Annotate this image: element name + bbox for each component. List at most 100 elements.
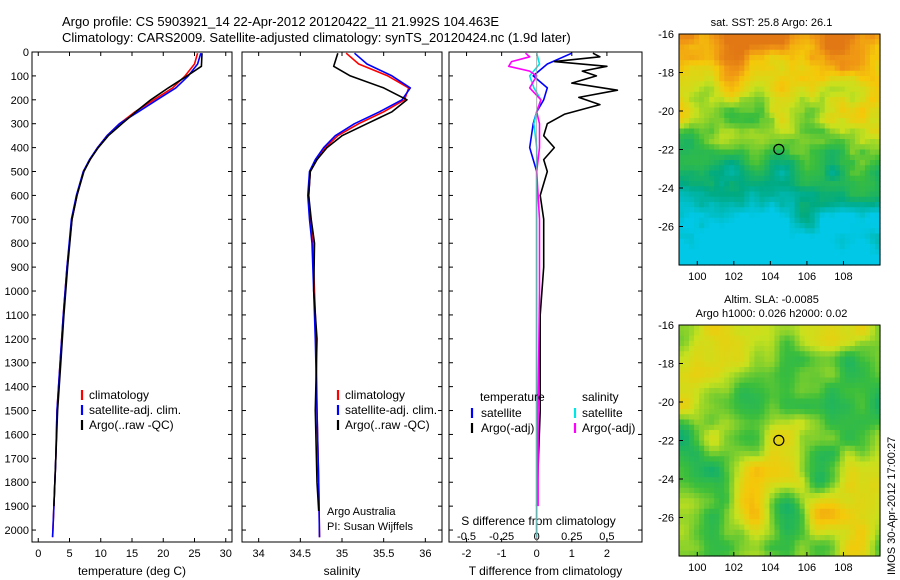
map-y-tick-label: -16 <box>658 29 674 41</box>
map-title: Altim. SLA: -0.0085 <box>724 294 819 306</box>
x-tick-label: 34 <box>253 548 265 560</box>
x2-axis-label: S difference from climatology <box>461 514 616 528</box>
x-tick-label: 36 <box>419 548 431 560</box>
y-tick-label: 1200 <box>5 334 29 346</box>
x-tick-label: 0 <box>534 548 540 560</box>
x-tick-label: 15 <box>126 548 138 560</box>
panel-frame-1 <box>31 51 233 543</box>
y-tick-label: 500 <box>11 167 29 179</box>
map-y-tick-label: -22 <box>658 145 674 157</box>
map-x-tick-label: 100 <box>688 562 706 574</box>
y-tick-label: 2000 <box>5 525 29 537</box>
y-tick-label: 400 <box>11 143 29 155</box>
y-tick-label: 1700 <box>5 453 29 465</box>
x2-tick-label: 0.5 <box>599 531 614 543</box>
legend-label: satellite <box>582 406 623 420</box>
credit-line2: PI: Susan Wijffels <box>327 521 413 533</box>
series-line-s-argo-adj- <box>507 52 542 507</box>
map-y-tick-label: -24 <box>658 474 674 486</box>
map-title: sat. SST: 25.8 Argo: 26.1 <box>711 17 833 29</box>
map-x-tick-label: 102 <box>725 562 743 574</box>
legend-salinity-title: salinity <box>582 390 619 404</box>
legend-label: satellite-adj. clim. <box>345 403 437 417</box>
sla-map-field <box>679 325 881 557</box>
map-y-tick-label: -18 <box>658 359 674 371</box>
figure-title-line2: Climatology: CARS2009. Satellite-adjuste… <box>62 30 571 45</box>
plots-layer: 0100200300400500600700800900100011001200… <box>5 17 881 578</box>
imos-side-label: IMOS 30-Apr-2012 17:00:27 <box>886 437 898 575</box>
x2-tick-label: -0.5 <box>457 531 476 543</box>
y-tick-label: 0 <box>23 47 29 59</box>
y-tick-label: 1000 <box>5 286 29 298</box>
map-y-tick-label: -24 <box>658 183 674 195</box>
x-tick-label: 0 <box>35 548 41 560</box>
x-tick-label: 25 <box>188 548 200 560</box>
x2-tick-label: 0.25 <box>561 531 582 543</box>
y-tick-label: 1100 <box>5 310 29 322</box>
map-y-tick-label: -20 <box>658 397 674 409</box>
x-tick-label: 30 <box>220 548 232 560</box>
map-x-tick-label: 104 <box>761 271 779 283</box>
legend-temperature-title: temperature <box>480 390 545 404</box>
legend-label: Argo(-adj) <box>481 421 534 435</box>
legend-label: Argo(..raw -QC) <box>345 418 430 432</box>
y-tick-label: 300 <box>11 119 29 131</box>
map-x-tick-label: 100 <box>688 271 706 283</box>
legend-label: Argo(-adj) <box>582 421 635 435</box>
legend-label: satellite-adj. clim. <box>89 403 181 417</box>
series-line-climatology <box>307 52 410 538</box>
map-x-tick-label: 108 <box>834 562 852 574</box>
map-x-tick-label: 106 <box>798 562 816 574</box>
series-line-climatology <box>51 52 199 538</box>
y-tick-label: 1900 <box>5 501 29 513</box>
series-line-t-argo-adj- <box>535 52 619 507</box>
map-x-tick-label: 102 <box>725 271 743 283</box>
map-y-tick-label: -16 <box>658 320 674 332</box>
map-x-tick-label: 104 <box>761 562 779 574</box>
x-tick-label: -1 <box>497 548 507 560</box>
y-tick-label: 700 <box>11 214 29 226</box>
y-tick-label: 800 <box>11 238 29 250</box>
y-tick-label: 100 <box>11 71 29 83</box>
x-axis-label: temperature (deg C) <box>78 564 186 578</box>
panel-frame-2 <box>241 51 443 543</box>
panel-frame-3 <box>448 51 643 543</box>
x-tick-label: 10 <box>95 548 107 560</box>
y-tick-label: 1600 <box>5 429 29 441</box>
y-tick-label: 900 <box>11 262 29 274</box>
x-tick-label: 2 <box>604 548 610 560</box>
y-tick-label: 1300 <box>5 358 29 370</box>
map-y-tick-label: -20 <box>658 106 674 118</box>
x-tick-label: 20 <box>157 548 169 560</box>
x-tick-label: 34.5 <box>290 548 311 560</box>
series-line-satellite-adj-clim- <box>51 52 202 538</box>
map-title: Argo h1000: 0.026 h2000: 0.02 <box>696 308 848 320</box>
x-axis-label: T difference from climatology <box>469 564 623 578</box>
legend-label: Argo(..raw -QC) <box>89 418 174 432</box>
map-y-tick-label: -26 <box>658 222 674 234</box>
legend-label: satellite <box>481 406 522 420</box>
x-tick-label: 35.5 <box>373 548 394 560</box>
map-y-tick-label: -26 <box>658 513 674 525</box>
figure-title-line1: Argo profile: CS 5903921_14 22-Apr-2012 … <box>62 14 499 29</box>
argo-position-marker <box>773 143 785 155</box>
map-x-tick-label: 106 <box>798 271 816 283</box>
credit-line1: Argo Australia <box>327 506 396 518</box>
y-tick-label: 1500 <box>5 406 29 418</box>
sst-map-field <box>679 34 881 266</box>
y-tick-label: 1800 <box>5 477 29 489</box>
map-x-tick-label: 108 <box>834 271 852 283</box>
map-y-tick-label: -18 <box>658 68 674 80</box>
legend-label: climatology <box>89 388 149 402</box>
series-line-satellite-adj-clim- <box>306 52 412 538</box>
series-line-argo-raw-qc- <box>53 53 203 507</box>
y-tick-label: 1400 <box>5 382 29 394</box>
x-tick-label: -2 <box>462 548 472 560</box>
map-y-tick-label: -22 <box>658 436 674 448</box>
x-tick-label: 35 <box>336 548 348 560</box>
argo-position-marker <box>773 434 785 446</box>
x-axis-label: salinity <box>324 564 361 578</box>
y-tick-label: 200 <box>11 95 29 107</box>
